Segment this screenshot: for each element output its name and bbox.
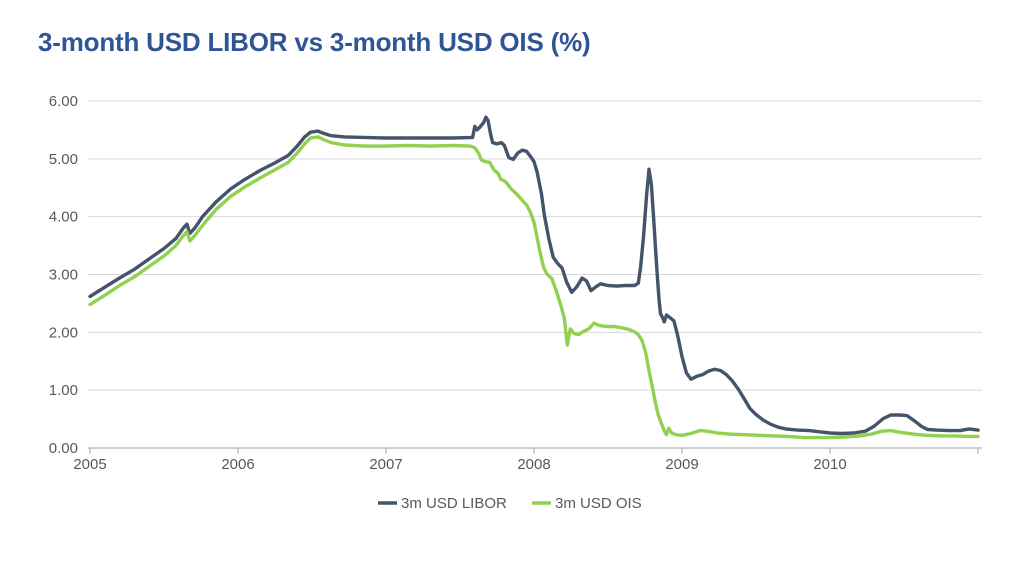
y-axis-tick-label: 3.00	[49, 267, 78, 284]
y-axis-tick-label: 5.00	[49, 151, 78, 168]
x-axis-tick-label: 2010	[813, 456, 846, 473]
x-axis-tick-label: 2009	[665, 456, 698, 473]
legend-item-libor: 3m USD LIBOR	[378, 495, 507, 512]
y-axis-tick-label: 4.00	[49, 209, 78, 226]
y-axis-tick-label: 2.00	[49, 324, 78, 341]
y-axis-tick-label: 1.00	[49, 382, 78, 399]
legend-item-ois: 3m USD OIS	[532, 495, 642, 512]
y-axis-tick-label: 6.00	[49, 93, 78, 110]
chart-title: 3-month USD LIBOR vs 3-month USD OIS (%)	[38, 27, 591, 57]
series-line-libor	[88, 115, 980, 436]
legend-label-libor: 3m USD LIBOR	[401, 495, 507, 512]
x-axis-tick-label: 2005	[73, 456, 106, 473]
x-axis-tick-label: 2006	[221, 456, 254, 473]
x-axis-tick-label: 2007	[369, 456, 402, 473]
x-axis-tick-label: 2008	[517, 456, 550, 473]
y-axis-tick-label: 0.00	[49, 440, 78, 457]
series-line-ois	[88, 135, 980, 440]
legend-label-ois: 3m USD OIS	[555, 495, 642, 512]
